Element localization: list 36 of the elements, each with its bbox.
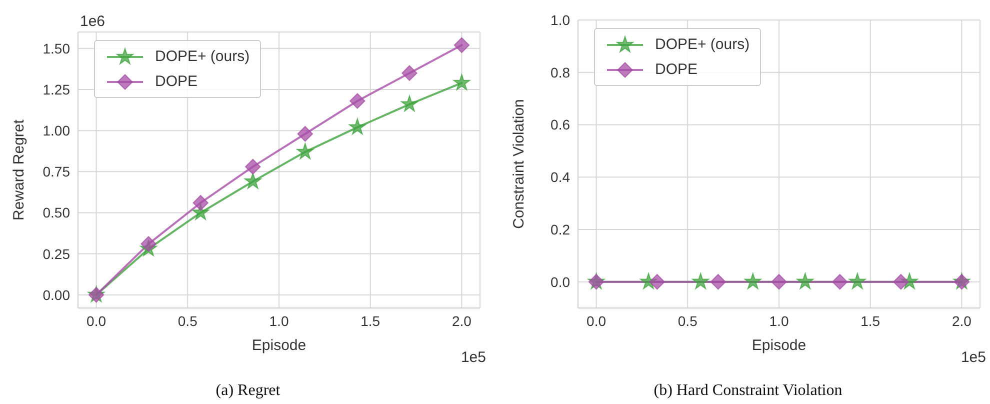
text: 1e5	[960, 349, 986, 366]
x-axis-title: Episode	[752, 337, 806, 354]
y-tick-label: 0.25	[42, 246, 70, 262]
y-tick-label: 0.50	[42, 204, 70, 221]
legend-label: DOPE+ (ours)	[155, 48, 250, 65]
legend-label: DOPE	[655, 61, 698, 78]
text: (a) Regret	[214, 382, 282, 400]
x-tick-label: 1.5	[860, 312, 880, 329]
x-tick-label: 0.0	[86, 312, 106, 329]
text: (b) Hard Constraint Violation	[652, 382, 844, 400]
text: 1e6	[80, 13, 106, 30]
legend-label: DOPE	[155, 73, 198, 90]
y-tick-label: 1.0	[550, 12, 570, 28]
x-tick-label: 0.0	[586, 312, 606, 329]
text: 1e5	[460, 349, 486, 366]
y-tick-label: 1.50	[42, 40, 70, 56]
y-axis-title: Constraint Violation	[510, 99, 528, 229]
x-tick-label: 1.5	[360, 312, 380, 329]
y-tick-label: 0.8	[550, 64, 570, 80]
y-tick-label: 0.75	[42, 164, 70, 180]
y-tick-label: 0.4	[550, 169, 570, 186]
legend-label: DOPE+ (ours)	[655, 36, 750, 53]
y-tick-label: 0.00	[42, 286, 70, 303]
y-tick-label: 0.6	[550, 116, 570, 133]
y-tick-label: 1.00	[42, 122, 70, 139]
x-tick-label: 0.5	[678, 312, 698, 329]
x-tick-label: 2.0	[952, 312, 972, 329]
x-tick-label: 1.0	[269, 312, 289, 329]
x-axis-title: Episode	[252, 337, 306, 354]
y-tick-label: 1.25	[42, 81, 70, 98]
y-tick-label: 0.2	[550, 221, 570, 238]
x-tick-label: 2.0	[452, 312, 472, 329]
x-tick-label: 0.5	[178, 312, 198, 329]
y-tick-label: 0.0	[550, 274, 570, 290]
y-axis-title: Reward Regret	[10, 118, 28, 220]
x-tick-label: 1.0	[769, 312, 789, 329]
